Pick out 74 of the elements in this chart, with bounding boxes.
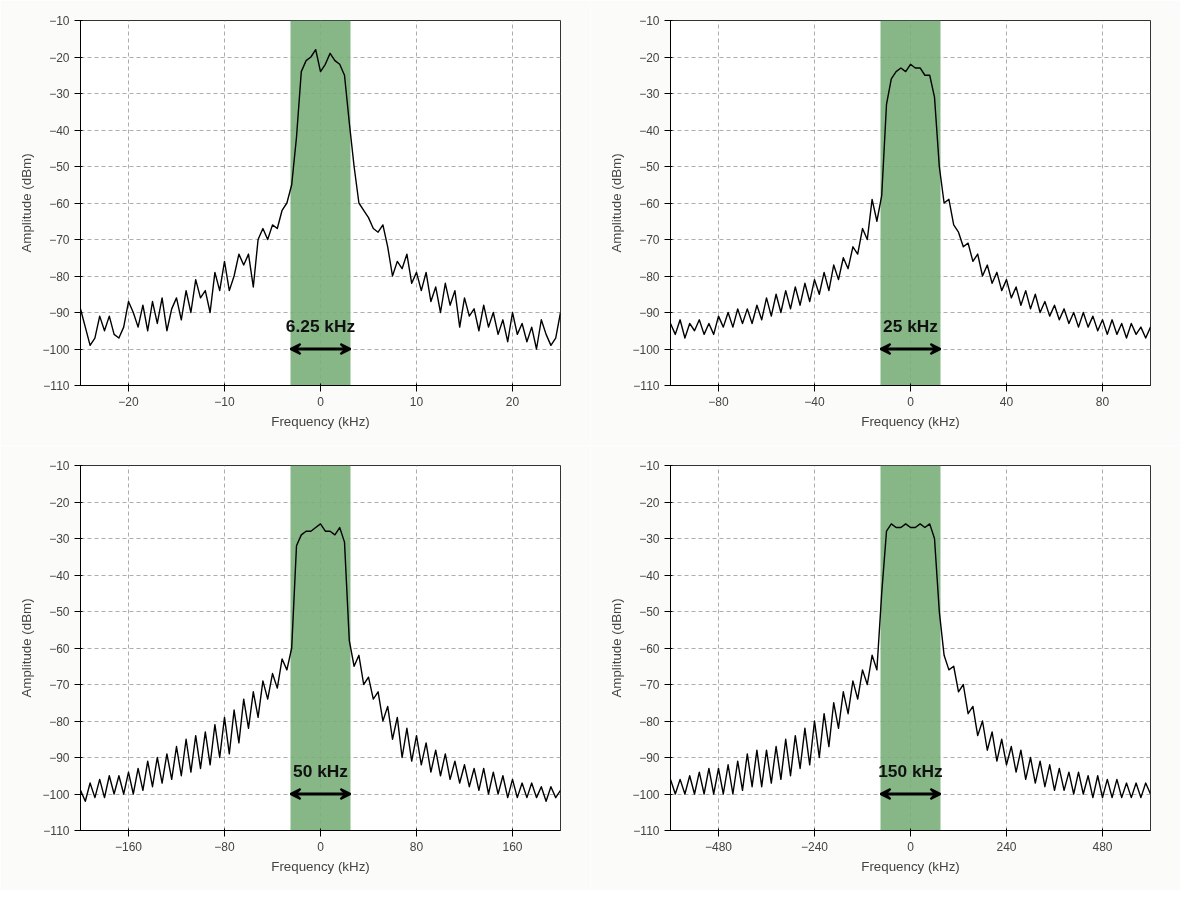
- y-tick-label: −90: [49, 306, 70, 320]
- y-axis-title: Amplitude (dBm): [609, 598, 625, 698]
- y-tick-label: −40: [639, 568, 660, 583]
- y-tick-label: −20: [49, 50, 70, 65]
- x-tick-label: 0: [907, 394, 915, 409]
- y-tick-label: −70: [639, 233, 660, 247]
- y-tick-label: −10: [49, 14, 70, 28]
- y-tick-label: −30: [639, 87, 660, 101]
- band-label: 50 kHz: [293, 761, 349, 782]
- y-tick-label: −70: [49, 678, 70, 692]
- x-tick-label: −20: [118, 394, 139, 409]
- y-tick-label: −40: [49, 123, 70, 138]
- y-tick-label: −60: [639, 196, 660, 211]
- y-tick-label: −40: [639, 123, 660, 138]
- y-tick-label: −80: [49, 269, 70, 284]
- y-tick-label: −10: [49, 459, 70, 473]
- y-tick-label: −110: [633, 379, 660, 393]
- y-tick-label: −50: [639, 160, 660, 174]
- y-tick-label: −70: [49, 233, 70, 247]
- y-tick-label: −50: [49, 160, 70, 174]
- y-tick-label: −20: [639, 50, 660, 65]
- y-tick-label: −60: [49, 196, 70, 211]
- x-tick-label: 160: [502, 839, 523, 854]
- y-tick-label: −80: [639, 714, 660, 729]
- y-tick-label: −90: [49, 751, 70, 765]
- x-tick-label: −240: [800, 839, 829, 854]
- y-tick-label: −80: [49, 714, 70, 729]
- x-tick-label: −160: [114, 839, 143, 854]
- y-axis-title: Amplitude (dBm): [609, 153, 625, 253]
- y-tick-label: −50: [639, 605, 660, 619]
- x-tick-label: 0: [907, 839, 915, 854]
- x-tick-label: −480: [704, 839, 733, 854]
- x-axis-title: Frequency (kHz): [861, 413, 960, 429]
- y-tick-label: −50: [49, 605, 70, 619]
- y-tick-label: −30: [639, 532, 660, 546]
- y-tick-label: −100: [42, 342, 70, 357]
- x-tick-label: 0: [317, 394, 325, 409]
- y-tick-label: −40: [49, 568, 70, 583]
- x-tick-label: −80: [708, 394, 729, 409]
- y-tick-label: −90: [639, 751, 660, 765]
- y-tick-label: −20: [639, 495, 660, 510]
- x-tick-label: 10: [409, 394, 424, 409]
- y-tick-label: −100: [632, 342, 660, 357]
- x-tick-label: 20: [505, 394, 520, 409]
- x-tick-label: −40: [804, 394, 825, 409]
- y-tick-label: −70: [639, 678, 660, 692]
- y-tick-label: −20: [49, 495, 70, 510]
- x-tick-label: 80: [1095, 394, 1110, 409]
- x-axis-title: Frequency (kHz): [271, 858, 370, 874]
- x-tick-label: 240: [996, 839, 1017, 854]
- x-tick-label: −80: [214, 839, 235, 854]
- y-tick-label: −60: [49, 641, 70, 656]
- x-tick-label: 0: [317, 839, 325, 854]
- y-tick-label: −10: [639, 14, 660, 28]
- x-axis-title: Frequency (kHz): [271, 413, 370, 429]
- y-tick-label: −100: [42, 787, 70, 802]
- y-tick-label: −10: [639, 459, 660, 473]
- y-tick-label: −110: [43, 379, 70, 393]
- band-label: 25 kHz: [883, 316, 939, 337]
- x-tick-label: 80: [409, 839, 424, 854]
- y-tick-label: −100: [632, 787, 660, 802]
- y-tick-label: −60: [639, 641, 660, 656]
- y-axis-title: Amplitude (dBm): [19, 598, 35, 698]
- y-tick-label: −30: [49, 532, 70, 546]
- y-tick-label: −110: [633, 824, 660, 838]
- y-tick-label: −90: [639, 306, 660, 320]
- y-tick-label: −110: [43, 824, 70, 838]
- x-tick-label: −10: [214, 394, 235, 409]
- y-axis-title: Amplitude (dBm): [19, 153, 35, 253]
- y-tick-label: −80: [639, 269, 660, 284]
- x-axis-title: Frequency (kHz): [861, 858, 960, 874]
- x-tick-label: 40: [999, 394, 1014, 409]
- x-tick-label: 480: [1092, 839, 1113, 854]
- y-tick-label: −30: [49, 87, 70, 101]
